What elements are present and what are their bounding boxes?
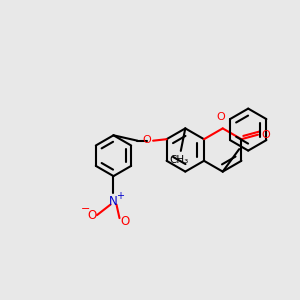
Text: O: O xyxy=(217,112,226,122)
Text: −: − xyxy=(81,204,90,214)
Text: +: + xyxy=(116,191,124,201)
Text: O: O xyxy=(120,214,130,228)
Text: O: O xyxy=(87,208,96,222)
Text: CH₃: CH₃ xyxy=(170,155,189,165)
Text: O: O xyxy=(262,130,270,140)
Text: O: O xyxy=(142,135,151,145)
Text: N: N xyxy=(109,195,118,208)
